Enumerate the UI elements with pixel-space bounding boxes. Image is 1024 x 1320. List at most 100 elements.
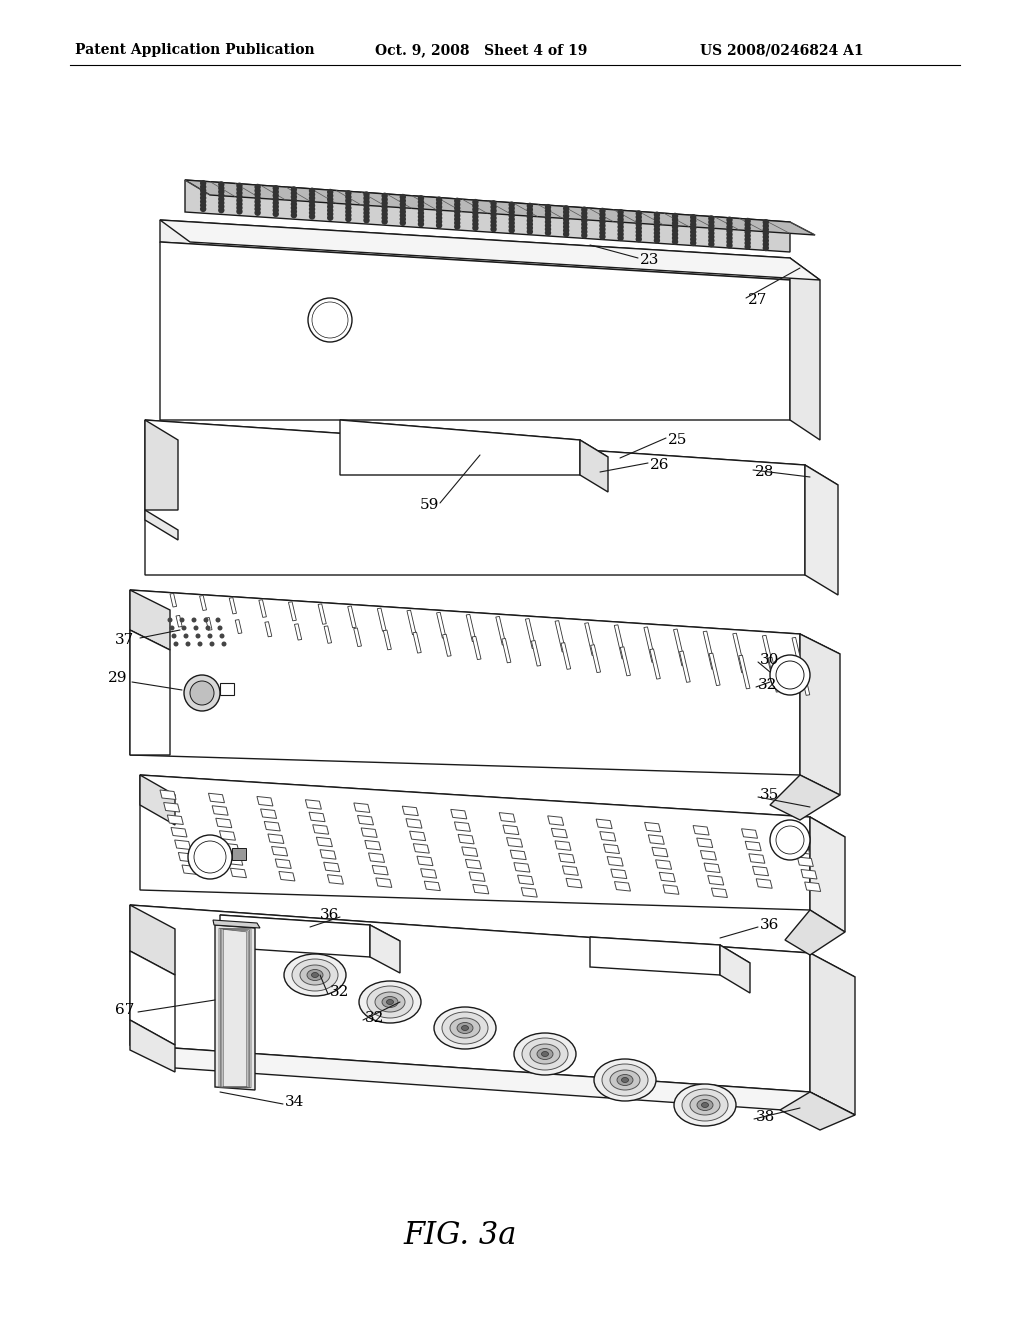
Polygon shape [328, 875, 343, 884]
Polygon shape [466, 614, 476, 642]
Circle shape [472, 206, 478, 213]
Circle shape [672, 224, 678, 230]
Circle shape [219, 634, 224, 639]
Circle shape [776, 826, 804, 854]
Circle shape [382, 218, 388, 224]
Circle shape [272, 207, 279, 214]
Polygon shape [348, 606, 356, 628]
Circle shape [436, 211, 442, 218]
Ellipse shape [602, 1064, 648, 1096]
Polygon shape [377, 609, 386, 631]
Circle shape [526, 228, 534, 235]
Circle shape [526, 203, 534, 209]
Polygon shape [160, 220, 790, 280]
Circle shape [472, 202, 478, 209]
Circle shape [763, 223, 769, 230]
Circle shape [509, 216, 515, 223]
Circle shape [185, 642, 190, 647]
Circle shape [418, 220, 424, 227]
Polygon shape [496, 616, 506, 645]
Circle shape [653, 211, 660, 218]
Polygon shape [185, 180, 790, 252]
Polygon shape [611, 869, 627, 879]
Circle shape [188, 836, 232, 879]
Polygon shape [316, 837, 333, 846]
Polygon shape [455, 822, 470, 832]
Circle shape [653, 234, 660, 240]
Circle shape [726, 235, 733, 242]
Text: 34: 34 [285, 1096, 304, 1109]
Ellipse shape [375, 993, 406, 1012]
Circle shape [237, 186, 243, 193]
Circle shape [237, 182, 243, 189]
Circle shape [563, 205, 569, 211]
Ellipse shape [690, 1096, 720, 1115]
Circle shape [617, 220, 624, 227]
Circle shape [364, 214, 370, 220]
Circle shape [690, 218, 696, 224]
Polygon shape [790, 832, 806, 842]
Text: 32: 32 [758, 678, 777, 692]
Polygon shape [219, 830, 236, 841]
Circle shape [726, 220, 733, 227]
Polygon shape [160, 220, 820, 280]
Circle shape [200, 206, 207, 213]
Circle shape [526, 224, 534, 231]
Text: Patent Application Publication: Patent Application Publication [75, 44, 314, 57]
Circle shape [563, 223, 569, 230]
Polygon shape [220, 915, 370, 957]
Polygon shape [232, 847, 246, 861]
Polygon shape [614, 624, 626, 659]
Text: 32: 32 [330, 985, 349, 999]
Circle shape [509, 209, 515, 215]
Circle shape [770, 820, 810, 861]
Circle shape [763, 227, 769, 232]
Polygon shape [171, 828, 187, 837]
Circle shape [291, 194, 297, 201]
Polygon shape [607, 857, 624, 866]
Polygon shape [212, 805, 228, 816]
Polygon shape [312, 825, 329, 834]
Polygon shape [644, 627, 655, 663]
Polygon shape [462, 847, 478, 857]
Circle shape [545, 207, 551, 214]
Circle shape [272, 199, 279, 206]
Circle shape [599, 223, 605, 228]
Text: 23: 23 [640, 253, 659, 267]
Polygon shape [140, 775, 810, 909]
Circle shape [345, 190, 351, 197]
Polygon shape [340, 420, 608, 457]
Polygon shape [510, 850, 526, 859]
Circle shape [364, 202, 370, 209]
Circle shape [364, 210, 370, 216]
Circle shape [399, 213, 406, 219]
Polygon shape [164, 803, 179, 812]
Circle shape [490, 219, 497, 224]
Circle shape [581, 214, 588, 220]
Polygon shape [160, 242, 790, 420]
Polygon shape [756, 879, 772, 888]
Polygon shape [712, 888, 727, 898]
Circle shape [399, 216, 406, 222]
Circle shape [563, 220, 569, 226]
Circle shape [726, 227, 733, 234]
Ellipse shape [367, 986, 413, 1018]
Circle shape [237, 205, 243, 211]
Polygon shape [745, 841, 761, 851]
Polygon shape [442, 634, 452, 656]
Circle shape [345, 201, 351, 207]
Circle shape [173, 642, 178, 647]
Circle shape [599, 226, 605, 232]
Text: 37: 37 [115, 634, 134, 647]
Circle shape [382, 211, 388, 218]
Polygon shape [369, 853, 385, 862]
Text: 32: 32 [365, 1011, 384, 1026]
Circle shape [454, 223, 461, 230]
Circle shape [472, 199, 478, 206]
Circle shape [472, 224, 478, 231]
Circle shape [744, 243, 751, 249]
Circle shape [545, 215, 551, 222]
Polygon shape [216, 818, 231, 828]
Circle shape [327, 193, 334, 199]
Circle shape [181, 626, 186, 631]
